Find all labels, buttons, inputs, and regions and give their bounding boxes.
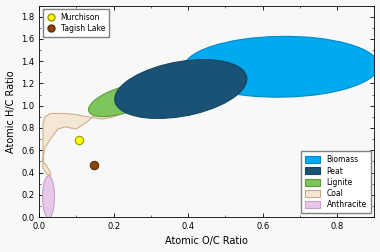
X-axis label: Atomic O/C Ratio: Atomic O/C Ratio — [165, 236, 248, 246]
Ellipse shape — [184, 36, 379, 97]
Legend: Biomass, Peat, Lignite, Coal, Anthracite: Biomass, Peat, Lignite, Coal, Anthracite — [301, 151, 370, 213]
Ellipse shape — [115, 60, 247, 118]
Ellipse shape — [89, 84, 158, 117]
Ellipse shape — [43, 176, 54, 218]
Polygon shape — [43, 98, 130, 176]
Y-axis label: Atomic H/C Ratio: Atomic H/C Ratio — [6, 70, 16, 153]
